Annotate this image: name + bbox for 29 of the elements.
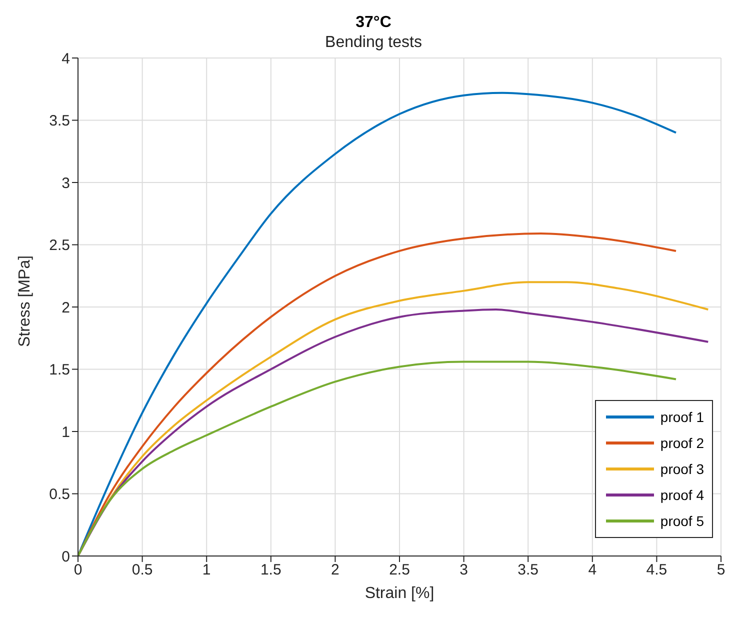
legend-label: proof 5 xyxy=(660,513,704,529)
y-tick-label: 1.5 xyxy=(49,362,70,379)
y-tick-label: 0.5 xyxy=(49,486,70,504)
chart-subtitle: Bending tests xyxy=(324,34,423,52)
x-axis-title: Strain [%] xyxy=(364,585,434,602)
y-tick-label: 3 xyxy=(62,174,70,192)
x-tick-label: 5 xyxy=(716,562,726,579)
chart-title: 37°C xyxy=(354,14,392,32)
y-tick-label: 4 xyxy=(62,50,70,68)
legend-label: proof 3 xyxy=(660,461,704,477)
y-tick-label: 1 xyxy=(62,424,70,441)
x-tick-label: 3.5 xyxy=(518,562,539,579)
x-tick-label: 4 xyxy=(588,562,597,579)
x-tick-label: 1 xyxy=(202,562,211,579)
y-tick-label: 0 xyxy=(62,548,70,566)
x-tick-label: 4.5 xyxy=(646,562,668,579)
y-axis-title: Stress [MPa] xyxy=(16,255,34,347)
x-tick-label: 2.5 xyxy=(389,562,410,579)
y-tick-label: 3.5 xyxy=(49,112,70,130)
x-tick-label: 0 xyxy=(74,562,82,579)
x-tick-label: 0.5 xyxy=(132,562,153,579)
x-tick-label: 1.5 xyxy=(260,562,282,579)
y-tick-label: 2.5 xyxy=(49,237,70,254)
legend-label: proof 1 xyxy=(660,409,704,425)
x-tick-label: 2 xyxy=(331,562,340,579)
legend-label: proof 4 xyxy=(660,487,704,503)
y-tick-label: 2 xyxy=(62,299,70,316)
legend-label: proof 2 xyxy=(660,435,704,451)
x-tick-label: 3 xyxy=(460,562,468,579)
